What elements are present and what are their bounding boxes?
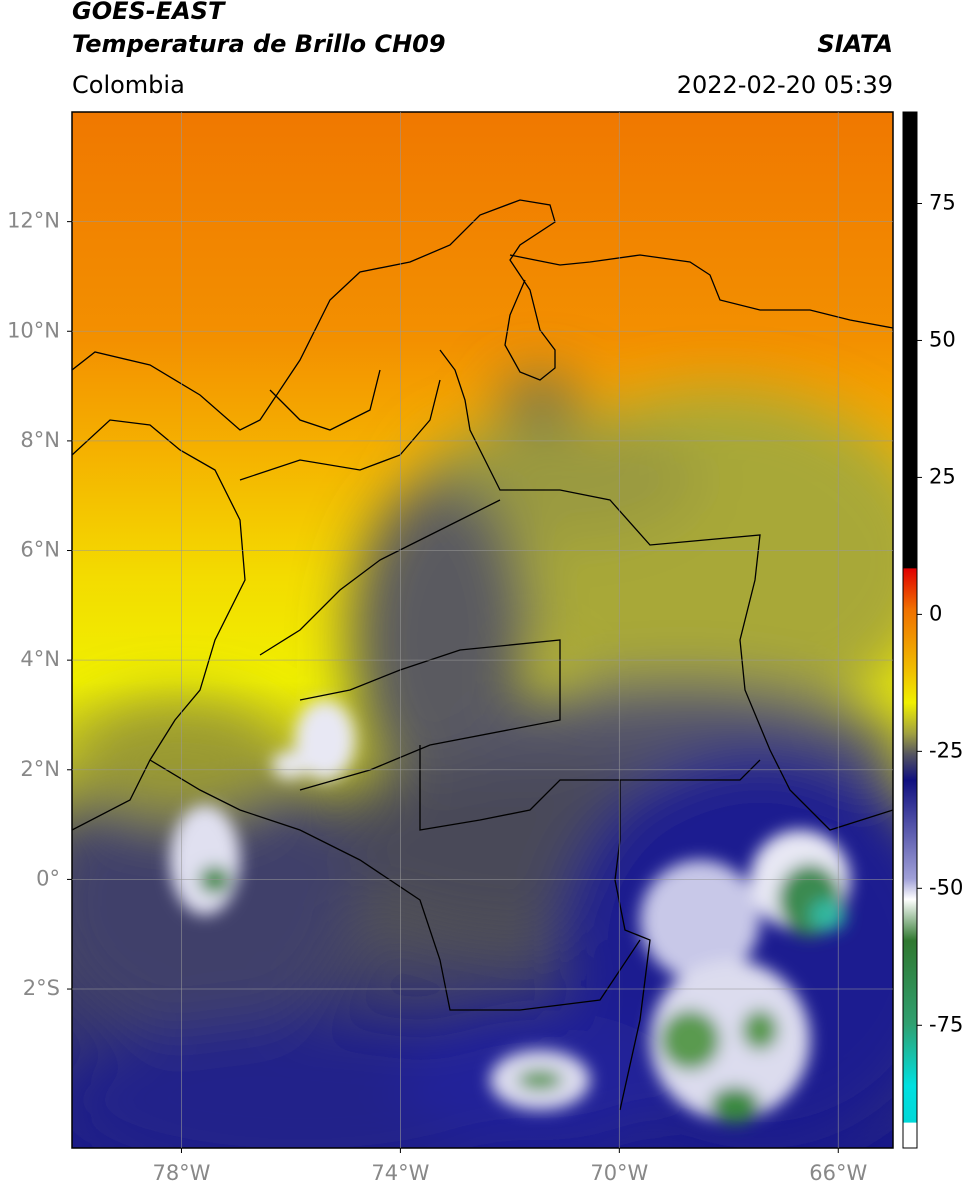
lat-tick-label: 2°S <box>23 976 60 1000</box>
timestamp: 2022-02-20 05:39 <box>677 71 893 99</box>
lat-tick-label: 6°N <box>20 538 60 562</box>
lon-tick-label: 70°W <box>590 1161 648 1185</box>
colorbar <box>902 111 918 1149</box>
colorbar-tick-label: 75 <box>929 190 956 214</box>
title-line1: GOES-EAST <box>72 0 226 25</box>
colorbar-tick-label: -25 <box>929 738 963 762</box>
colorbar-tick-label: 50 <box>929 327 956 351</box>
colorbar-tick-label: 25 <box>929 464 956 488</box>
lat-tick-label: 10°N <box>7 318 60 342</box>
source: SIATA <box>817 30 893 58</box>
colorbar-tick-label: -50 <box>929 875 963 899</box>
map-frame <box>71 111 894 1149</box>
lon-tick-label: 66°W <box>809 1161 867 1185</box>
graticule <box>72 112 893 1148</box>
lat-tick-label: 0° <box>36 866 60 890</box>
lat-tick-label: 8°N <box>20 428 60 452</box>
boundaries <box>72 199 893 1111</box>
satellite-image <box>72 112 893 1148</box>
colorbar-tick-label: -75 <box>929 1012 963 1036</box>
region: Colombia <box>72 71 185 99</box>
title-line2: Temperatura de Brillo CH09 <box>72 30 446 58</box>
lon-tick-label: 74°W <box>371 1161 429 1185</box>
lat-tick-label: 2°N <box>20 757 60 781</box>
lat-tick-label: 4°N <box>20 647 60 671</box>
lon-tick-label: 78°W <box>152 1161 210 1185</box>
colorbar-tick-label: 0 <box>929 601 942 625</box>
lat-tick-label: 12°N <box>7 209 60 233</box>
